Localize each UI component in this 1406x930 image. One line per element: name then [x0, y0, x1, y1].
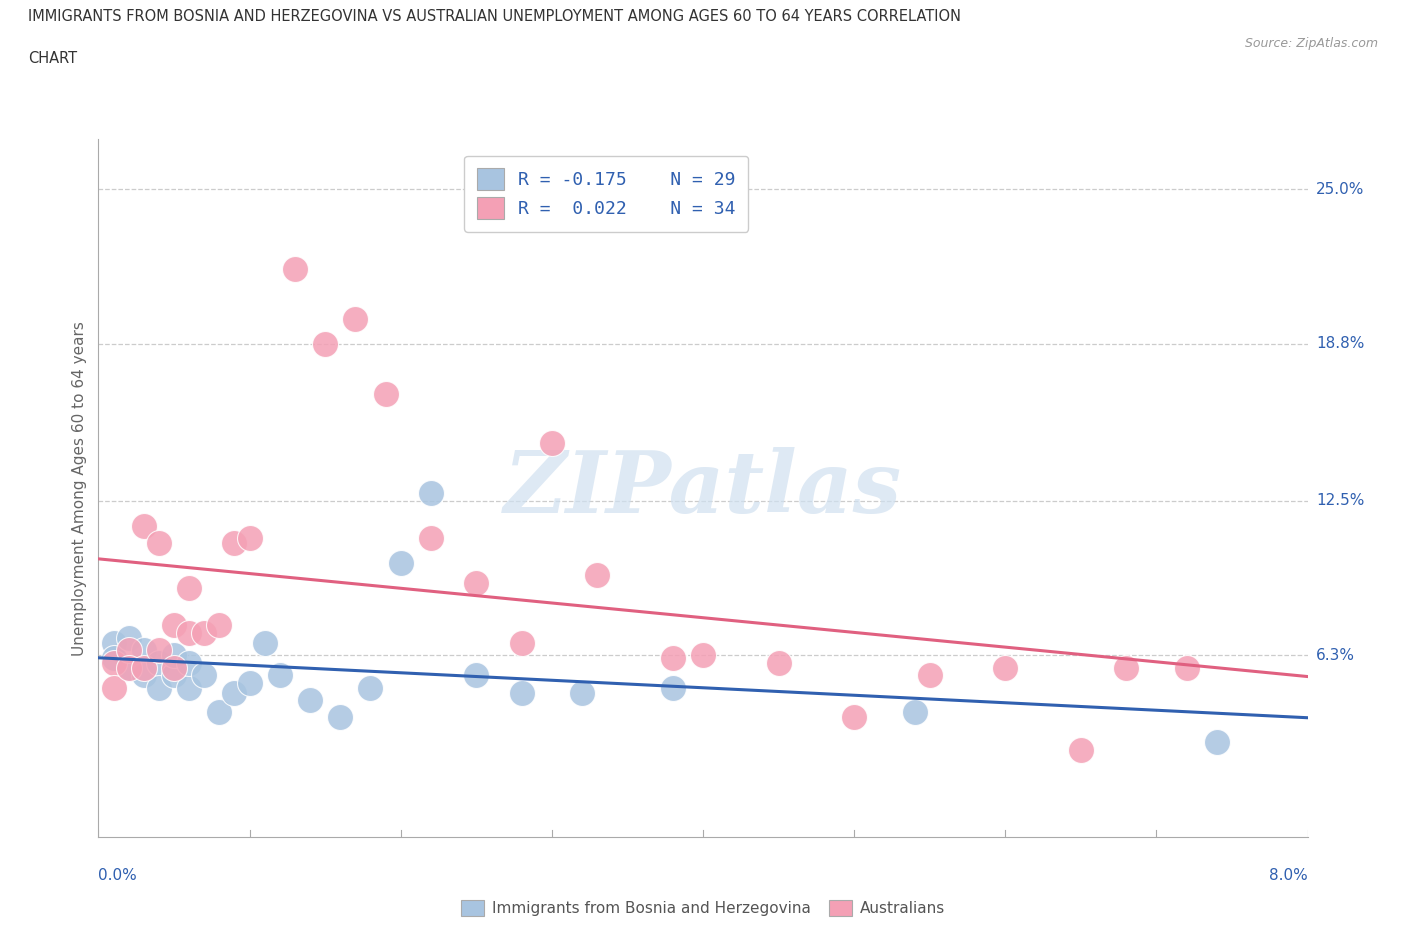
Point	[284, 261, 307, 276]
Point	[103, 680, 125, 695]
Point	[132, 643, 155, 658]
Point	[132, 518, 155, 533]
Text: 8.0%: 8.0%	[1268, 868, 1308, 883]
Point	[903, 705, 925, 720]
Point	[148, 643, 170, 658]
Point	[374, 386, 396, 401]
Point	[179, 625, 201, 640]
Point	[239, 531, 262, 546]
Point	[661, 680, 683, 695]
Point	[299, 693, 322, 708]
Point	[329, 710, 352, 724]
Legend: Immigrants from Bosnia and Herzegovina, Australians: Immigrants from Bosnia and Herzegovina, …	[456, 894, 950, 923]
Point	[163, 647, 186, 662]
Point	[179, 680, 201, 695]
Text: Source: ZipAtlas.com: Source: ZipAtlas.com	[1244, 37, 1378, 50]
Point	[193, 668, 215, 683]
Point	[314, 337, 336, 352]
Point	[118, 643, 141, 658]
Point	[586, 568, 609, 583]
Text: 6.3%: 6.3%	[1316, 647, 1355, 663]
Point	[148, 656, 170, 671]
Point	[239, 675, 262, 690]
Point	[132, 660, 155, 675]
Point	[465, 668, 488, 683]
Point	[768, 656, 790, 671]
Point	[224, 536, 246, 551]
Text: IMMIGRANTS FROM BOSNIA AND HERZEGOVINA VS AUSTRALIAN UNEMPLOYMENT AMONG AGES 60 : IMMIGRANTS FROM BOSNIA AND HERZEGOVINA V…	[28, 9, 962, 24]
Point	[148, 680, 170, 695]
Point	[148, 536, 170, 551]
Text: 0.0%: 0.0%	[98, 868, 138, 883]
Point	[994, 660, 1017, 675]
Point	[419, 485, 441, 500]
Point	[179, 656, 201, 671]
Point	[118, 660, 141, 675]
Point	[359, 680, 381, 695]
Point	[510, 685, 533, 700]
Point	[132, 668, 155, 683]
Point	[918, 668, 941, 683]
Point	[208, 705, 231, 720]
Point	[103, 656, 125, 671]
Point	[163, 660, 186, 675]
Point	[118, 631, 141, 645]
Point	[253, 635, 276, 650]
Point	[163, 618, 186, 632]
Point	[208, 618, 231, 632]
Point	[1205, 735, 1229, 750]
Legend: R = -0.175    N = 29, R =  0.022    N = 34: R = -0.175 N = 29, R = 0.022 N = 34	[464, 155, 748, 232]
Point	[179, 580, 201, 595]
Point	[465, 576, 488, 591]
Point	[1175, 660, 1198, 675]
Point	[419, 531, 441, 546]
Y-axis label: Unemployment Among Ages 60 to 64 years: Unemployment Among Ages 60 to 64 years	[72, 321, 87, 656]
Point	[1115, 660, 1137, 675]
Point	[571, 685, 593, 700]
Text: 18.8%: 18.8%	[1316, 337, 1364, 352]
Point	[269, 668, 291, 683]
Point	[224, 685, 246, 700]
Point	[661, 650, 683, 665]
Point	[1070, 742, 1092, 757]
Text: 12.5%: 12.5%	[1316, 493, 1364, 508]
Point	[193, 625, 215, 640]
Point	[344, 312, 367, 326]
Point	[510, 635, 533, 650]
Text: CHART: CHART	[28, 51, 77, 66]
Point	[540, 436, 562, 451]
Point	[103, 635, 125, 650]
Point	[163, 668, 186, 683]
Text: ZIPatlas: ZIPatlas	[503, 446, 903, 530]
Point	[389, 555, 412, 570]
Text: 25.0%: 25.0%	[1316, 182, 1364, 197]
Point	[844, 710, 866, 724]
Point	[103, 650, 125, 665]
Point	[118, 660, 141, 675]
Point	[692, 647, 714, 662]
